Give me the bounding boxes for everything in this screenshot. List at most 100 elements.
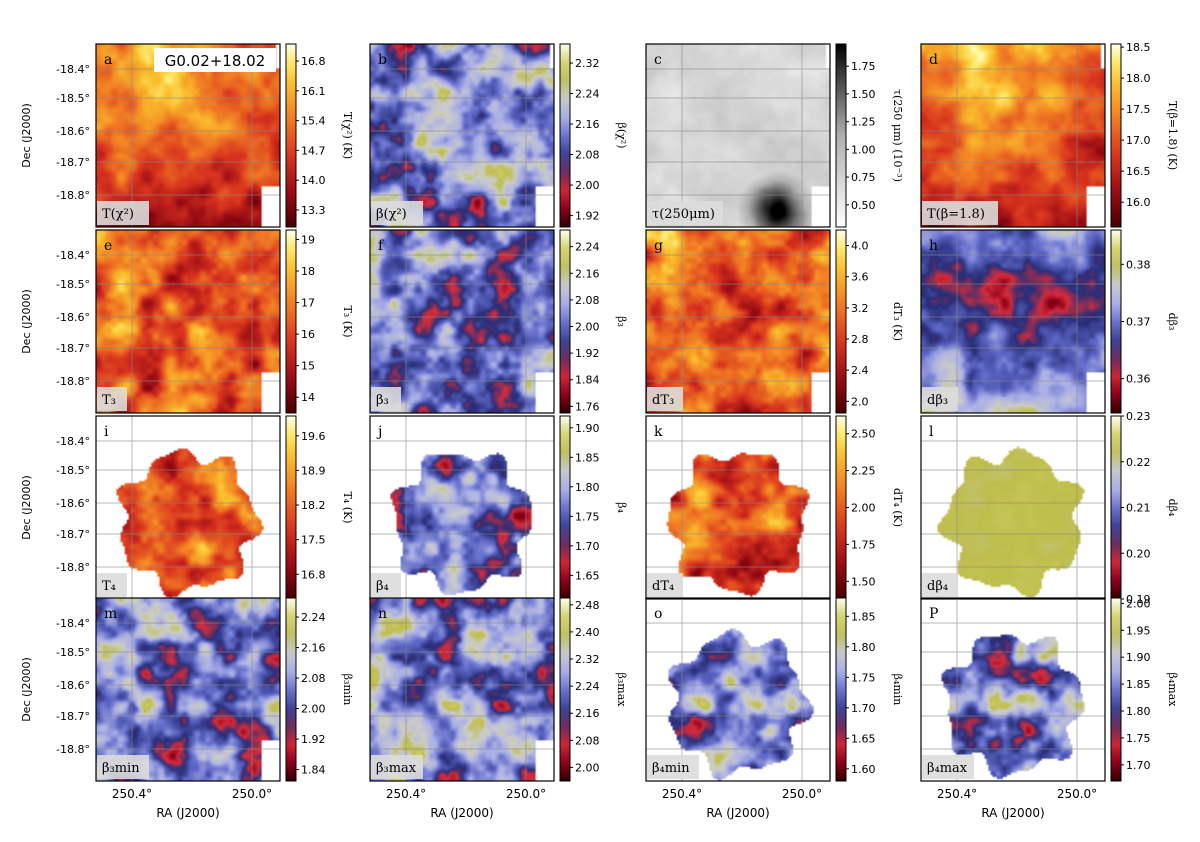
dec-tick-label: -18.8° (56, 561, 90, 574)
colorbar-tick-label-k: 1.50 (851, 575, 876, 588)
colorbar-tick-label-f: 2.00 (575, 320, 600, 333)
colorbar-c (835, 43, 847, 228)
heatmap-e (96, 230, 280, 413)
colorbar-tick-label-i: 16.8 (301, 568, 326, 581)
colorbar-label-i: T₄ (K) (341, 491, 354, 523)
colorbar-m (285, 597, 297, 782)
panel-frame-d (920, 43, 1106, 228)
map-label-i: T₄ (102, 579, 116, 594)
colorbar-o (835, 597, 847, 782)
colorbar-tick-label-b: 1.92 (575, 210, 600, 223)
ra-tick-label: 250.4° (937, 787, 977, 801)
colorbar-tick-label-e: 18 (301, 265, 315, 278)
grid-P (921, 598, 1105, 781)
colorbar-tick-label-c: 1.00 (851, 143, 876, 156)
grid-h (921, 230, 1105, 413)
heatmap-o (646, 598, 830, 781)
dec-tick-label: -18.5° (56, 278, 90, 291)
ra-tick-label: 250.0° (506, 787, 546, 801)
colorbar-tick-label-a: 16.1 (301, 85, 326, 98)
colorbar-tick-label-k: 1.75 (851, 538, 876, 551)
dec-axis-label: Dec (J2000) (20, 657, 33, 722)
colorbar-tick-label-g: 3.2 (851, 302, 869, 315)
panel-a: a T(χ²) 16.8 16.1 15.4 14.7 14.0 13.3 T(χ²) (K) -… (20, 43, 354, 228)
panel-l: l dβ₄ 0.23 0.22 0.21 0.20 0.19 dβ₄ (920, 410, 1179, 606)
panel-frame-e (95, 229, 281, 414)
colorbar-tick-label-a: 15.4 (301, 115, 326, 128)
colorbar-tick-label-d: 16.5 (1126, 165, 1151, 178)
panel-letter-o: o (654, 606, 662, 622)
dec-tick-label: -18.6° (56, 311, 90, 324)
heatmap-k (646, 416, 830, 599)
grid-e (96, 230, 280, 413)
colorbar-tick-label-g: 3.6 (851, 271, 869, 284)
colorbar-label-l: dβ₄ (1166, 499, 1179, 517)
colorbar-tick-label-a: 13.3 (301, 204, 326, 217)
colorbar-tick-label-n: 2.08 (575, 734, 600, 747)
colorbar-tick-label-l: 0.23 (1126, 410, 1151, 423)
colorbar-a (285, 43, 297, 228)
dec-axis-label: Dec (J2000) (20, 289, 33, 354)
colorbar-b (559, 43, 571, 228)
colorbar-tick-label-P: 1.95 (1126, 624, 1151, 637)
panel-frame-c (645, 43, 831, 228)
panel-frame-h (920, 229, 1106, 414)
colorbar-tick-label-P: 1.75 (1126, 732, 1151, 745)
colorbar-label-k: dT₄ (K) (891, 488, 904, 527)
colorbar-label-b: β(χ²) (615, 122, 628, 148)
colorbar-tick-label-d: 16.0 (1126, 196, 1151, 209)
ra-axis-label: RA (J2000) (981, 806, 1044, 820)
colorbar-tick-label-n: 2.24 (575, 680, 600, 693)
colorbar-tick-label-f: 2.16 (575, 267, 600, 280)
map-label-bg-b (371, 201, 423, 225)
panel-letter-P: P (929, 606, 938, 622)
colorbar-i (285, 415, 297, 600)
colorbar-tick-label-c: 0.75 (851, 171, 876, 184)
dec-axis-label: Dec (J2000) (20, 475, 33, 540)
panel-o: o β₄min 1.85 1.80 1.75 1.70 1.65 1.60 β₄min 250.4… (645, 597, 904, 820)
panel-f: f β₃ 2.24 2.16 2.08 2.00 1.92 1.84 1.76 β₃ (369, 229, 628, 414)
colorbar-tick-label-k: 2.00 (851, 502, 876, 515)
panel-c: c τ(250μm) 1.75 1.50 1.25 1.00 0.75 0.50 τ(250 μ… (645, 43, 904, 228)
grid-o (646, 598, 830, 781)
panel-letter-j: j (376, 424, 382, 440)
map-label-j: β₄ (376, 579, 389, 594)
ra-tick-label: 250.0° (1057, 787, 1097, 801)
colorbar-f (559, 229, 571, 414)
map-label-n: β₃max (376, 761, 417, 776)
panel-letter-h: h (929, 238, 938, 254)
panel-letter-d: d (929, 52, 938, 68)
panel-frame-m (95, 597, 281, 782)
colorbar-tick-label-d: 17.0 (1126, 134, 1151, 147)
source-label: G0.02+18.02 (165, 52, 266, 70)
map-label-bg-j (371, 573, 401, 597)
colorbar-tick-label-l: 0.20 (1126, 547, 1151, 560)
dec-tick-label: -18.7° (56, 528, 90, 541)
panel-letter-a: a (104, 52, 112, 68)
panel-frame-P (920, 597, 1106, 782)
map-label-bg-c (647, 201, 723, 225)
colorbar-tick-label-f: 2.08 (575, 294, 600, 307)
colorbar-tick-label-l: 0.19 (1126, 593, 1151, 606)
ra-tick-label: 250.4° (112, 787, 152, 801)
panel-letter-i: i (104, 424, 109, 440)
panel-i: i T₄ 19.6 18.9 18.2 17.5 16.8 T₄ (K) -18.4° -18.5… (20, 415, 354, 600)
colorbar-tick-label-m: 1.92 (301, 733, 326, 746)
colorbar-tick-label-n: 2.16 (575, 707, 600, 720)
colorbar-label-f: β₃ (615, 316, 628, 327)
colorbar-tick-label-a: 14.7 (301, 144, 326, 157)
colorbar-tick-label-e: 14 (301, 391, 315, 404)
dec-tick-label: -18.7° (56, 710, 90, 723)
colorbar-tick-label-m: 2.24 (301, 611, 326, 624)
colorbar-tick-label-a: 14.0 (301, 174, 326, 187)
colorbar-tick-label-d: 18.0 (1126, 72, 1151, 85)
ra-axis-label: RA (J2000) (706, 806, 769, 820)
colorbar-tick-label-j: 1.75 (575, 510, 600, 523)
map-label-f: β₃ (376, 393, 389, 408)
grid-g (646, 230, 830, 413)
heatmap-d (921, 44, 1105, 227)
map-label-bg-a (97, 201, 149, 225)
colorbar-label-m: β₃min (341, 674, 354, 706)
map-label-bg-e (97, 387, 127, 411)
